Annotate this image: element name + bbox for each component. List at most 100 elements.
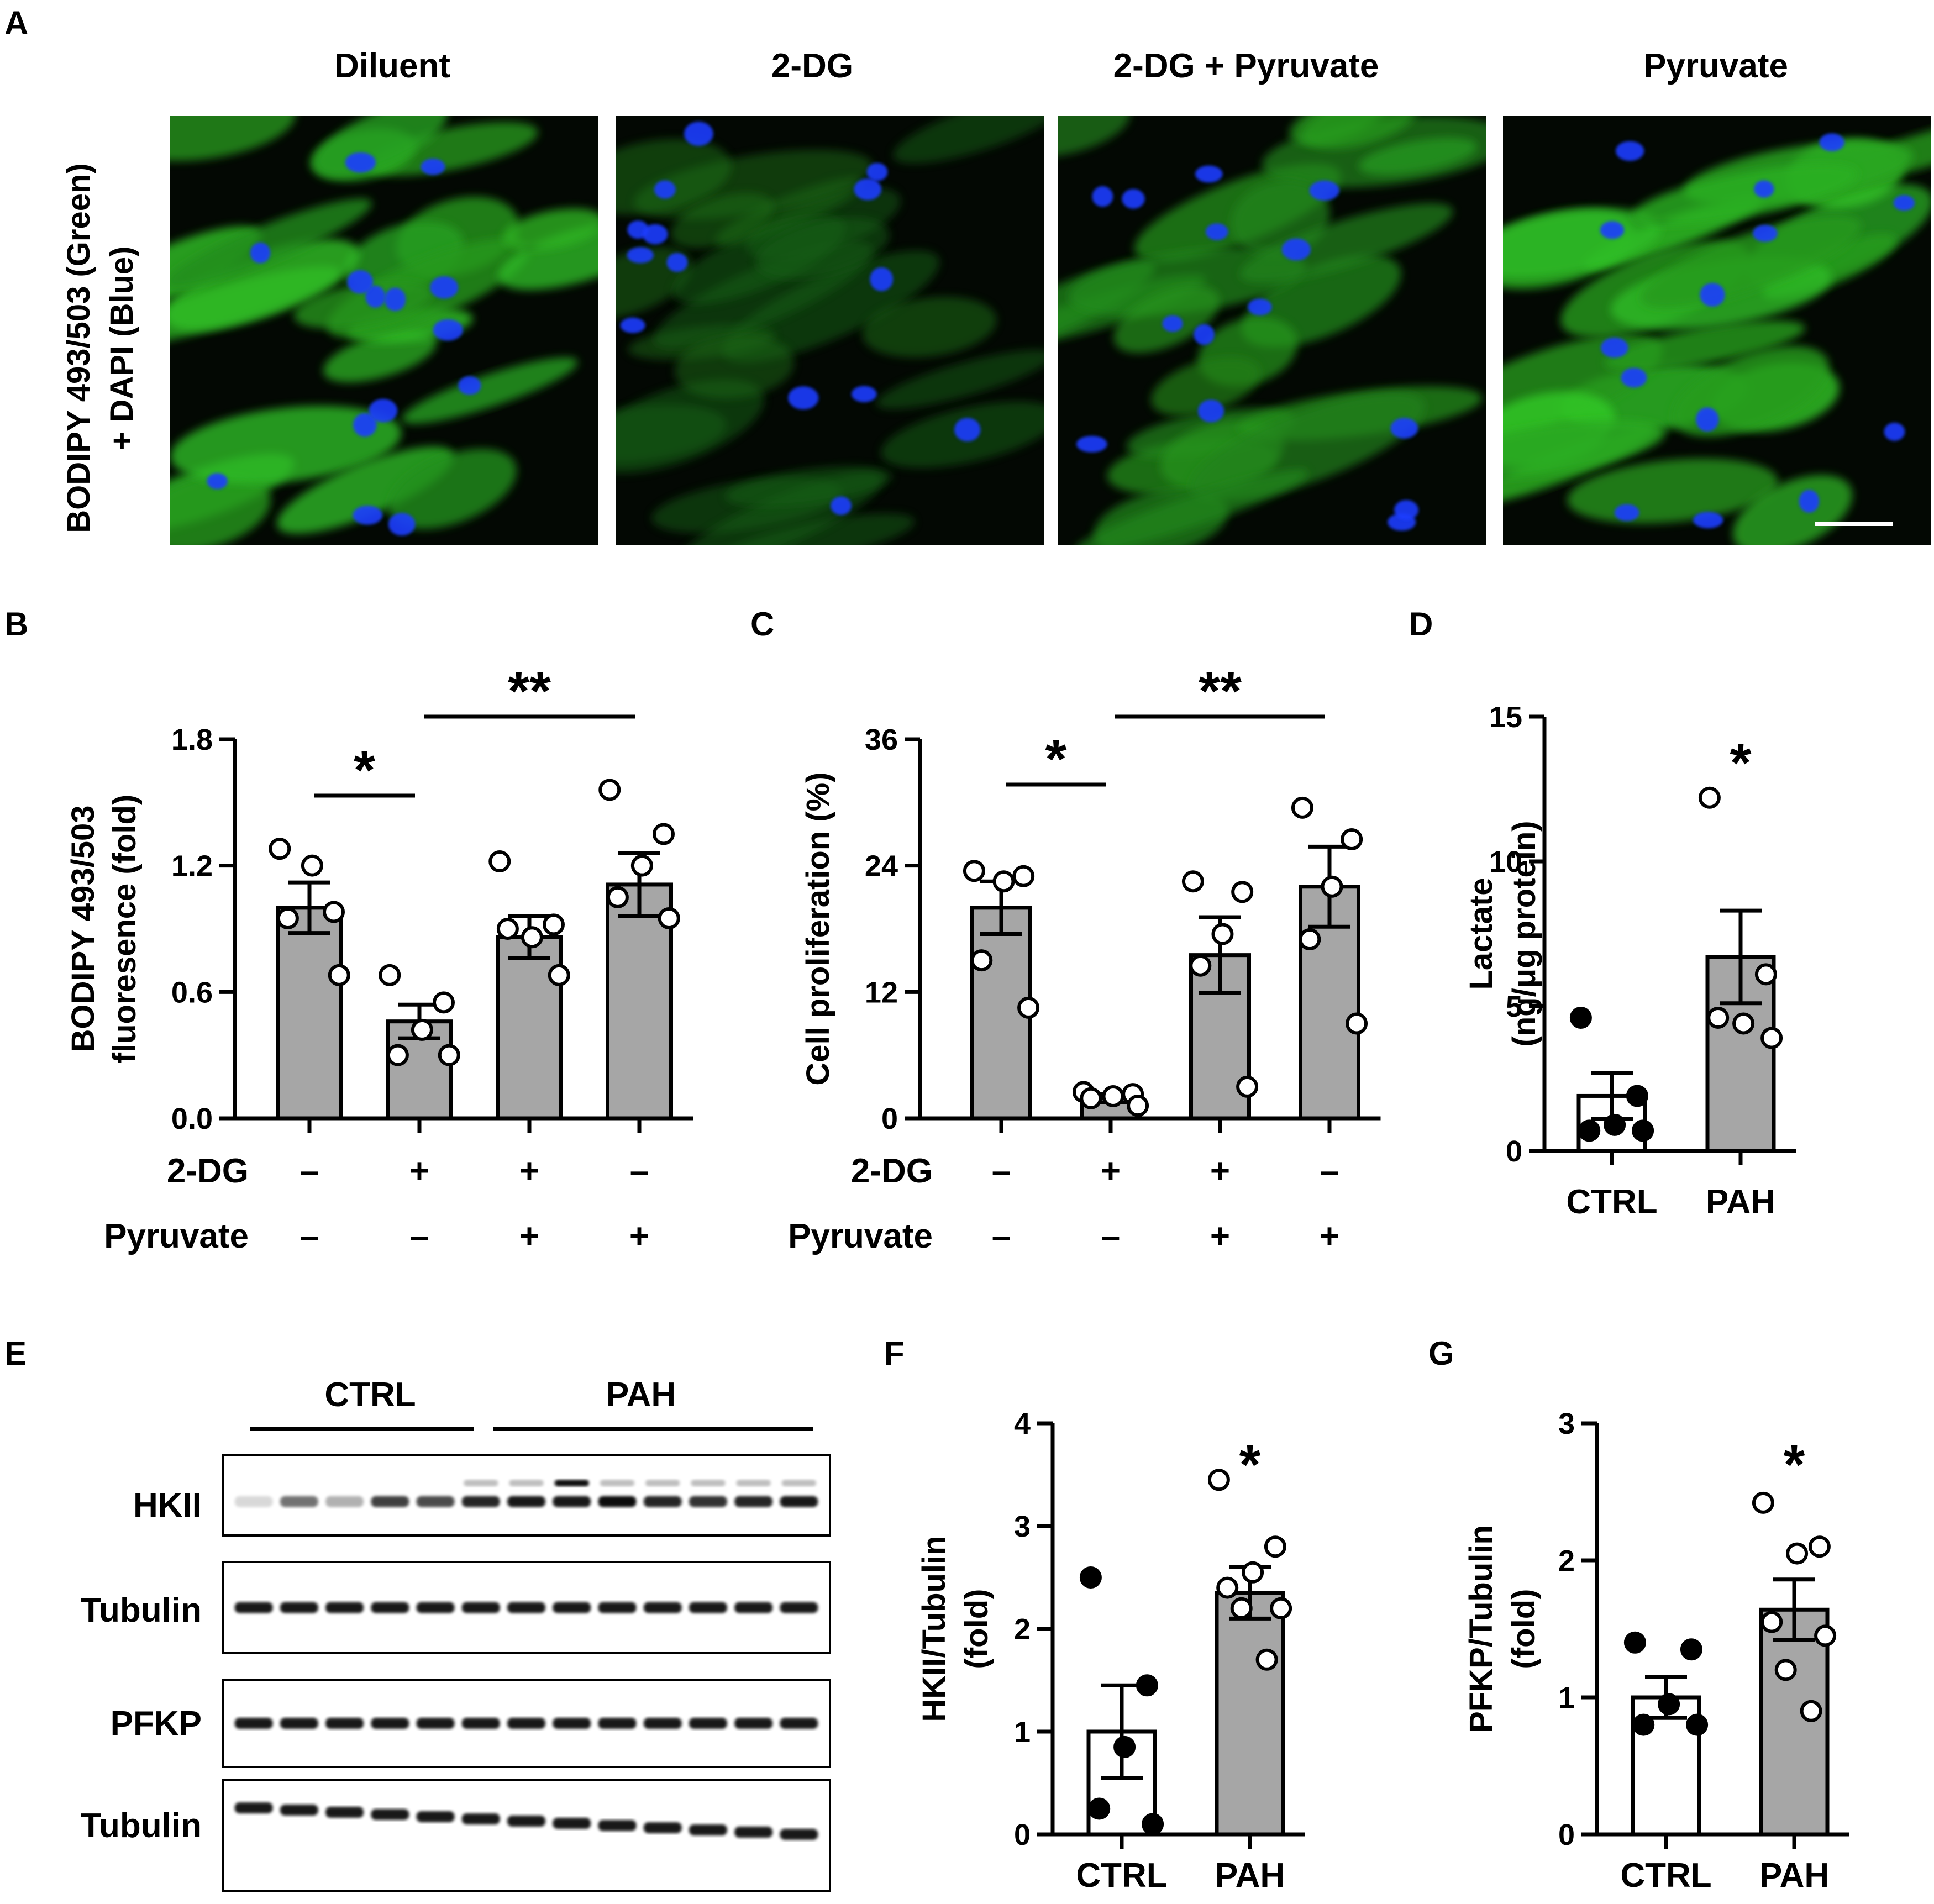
significance-star: *	[1784, 1434, 1805, 1496]
cell-body	[502, 208, 598, 251]
data-point	[1207, 1469, 1230, 1491]
data-point	[1632, 1713, 1655, 1736]
nucleus	[851, 386, 877, 402]
factor-level: +	[1210, 1217, 1230, 1255]
cell-body	[1503, 334, 1663, 444]
blot-band	[234, 1802, 273, 1813]
scale-bar	[1815, 522, 1893, 526]
blot-band	[734, 1602, 773, 1613]
data-point	[1707, 1006, 1730, 1029]
y-axis-title-line2: (ng/μg protein)	[1506, 820, 1542, 1046]
chart-panel-f: 0 1 2 3 4 HKII/Tubulin (fold) CTRL PAH *	[916, 1407, 1305, 1895]
blot-band	[416, 1496, 455, 1507]
blot-band	[280, 1496, 318, 1507]
data-point	[438, 1044, 460, 1066]
nucleus	[1752, 224, 1778, 242]
blot-band	[734, 1827, 773, 1838]
cell-body	[170, 406, 402, 484]
y-tick-label: 5	[1506, 990, 1522, 1023]
data-point	[1142, 1813, 1164, 1835]
blot-band	[553, 1602, 591, 1613]
data-point	[542, 913, 565, 936]
cell-body	[1239, 203, 1453, 283]
cell-body	[1074, 469, 1308, 545]
nucleus	[1893, 195, 1915, 211]
nucleus	[1076, 435, 1107, 453]
blot-band-upper	[464, 1480, 498, 1487]
data-point	[992, 870, 1015, 893]
bar	[496, 935, 563, 1121]
cell-body	[1301, 116, 1418, 149]
data-point	[1569, 1006, 1592, 1029]
data-point	[1808, 1535, 1831, 1558]
cell-body	[365, 122, 538, 176]
nucleus	[353, 506, 383, 525]
nucleus	[353, 413, 377, 437]
blot-band	[689, 1496, 727, 1507]
cell-body	[323, 330, 437, 382]
panel-a-ylabel-line1: BODIPY 493/503 (Green)	[61, 163, 97, 533]
y-tick-label: 1.8	[171, 723, 213, 756]
blot-band	[553, 1496, 591, 1507]
factor-level: +	[519, 1217, 539, 1255]
blot-band	[643, 1602, 682, 1613]
cell-body	[1190, 392, 1425, 502]
blot-band-upper	[691, 1480, 726, 1487]
panel-letter-g: G	[1428, 1335, 1454, 1372]
nucleus	[1693, 512, 1723, 529]
blot-band	[416, 1718, 455, 1729]
data-point	[1732, 1012, 1755, 1035]
factor-level: –	[1101, 1217, 1120, 1255]
blot-label-tubulin-2: Tubulin	[81, 1807, 202, 1845]
blot-band	[643, 1822, 682, 1833]
nucleus	[1614, 504, 1639, 522]
data-point	[269, 838, 291, 860]
cell-body	[402, 357, 578, 424]
data-point	[1181, 870, 1204, 893]
data-point	[1230, 1597, 1253, 1619]
cell-body	[1641, 215, 1862, 309]
cell-layer	[616, 116, 1044, 545]
y-tick-label: 0.6	[171, 976, 213, 1009]
y-axis-title: BODIPY 493/503	[65, 805, 101, 1052]
factor-level: –	[992, 1152, 1011, 1190]
data-point	[1760, 1611, 1783, 1633]
nucleus	[430, 276, 459, 299]
blot-group-label-pah: PAH	[606, 1376, 676, 1414]
significance-star: **	[1199, 660, 1242, 722]
nucleus	[207, 473, 228, 490]
data-point	[496, 918, 519, 940]
data-point	[1658, 1693, 1680, 1716]
blot-band	[507, 1816, 546, 1827]
factor-row-label: 2-DG	[167, 1152, 249, 1190]
category-label: CTRL	[1620, 1856, 1711, 1895]
nucleus	[620, 317, 645, 333]
cell-layer	[1058, 116, 1486, 545]
nucleus	[854, 178, 882, 201]
panel-a-ylabel-line2: + DAPI (Blue)	[104, 246, 140, 450]
y-tick-label: 1	[1558, 1681, 1575, 1714]
data-point	[630, 854, 653, 877]
panel-letter-f: F	[884, 1335, 905, 1372]
blot-band	[234, 1496, 273, 1507]
micrograph-2dg-pyruvate	[1058, 116, 1486, 545]
cell-body	[616, 246, 692, 319]
data-point	[1680, 1638, 1702, 1661]
factor-level: –	[300, 1152, 319, 1190]
cell-body	[170, 475, 271, 545]
blot-strip-pfkp	[222, 1679, 831, 1768]
blot-band	[416, 1602, 455, 1613]
data-point	[1264, 1535, 1286, 1558]
cell-body	[725, 466, 892, 507]
blot-label-tubulin-1: Tubulin	[81, 1591, 202, 1629]
cell-body	[170, 239, 360, 331]
cell-body	[1632, 164, 1858, 225]
data-point	[301, 854, 323, 877]
nucleus	[1394, 499, 1419, 520]
nucleus	[684, 122, 713, 146]
chart-panel-b: 0.0 0.6 1.2 1.8 BODIPY 493/503 fluoresence (f…	[65, 660, 693, 1255]
blot-band	[280, 1602, 318, 1613]
nucleus	[384, 287, 406, 312]
blot-band	[325, 1496, 364, 1507]
factor-level: +	[519, 1152, 539, 1190]
